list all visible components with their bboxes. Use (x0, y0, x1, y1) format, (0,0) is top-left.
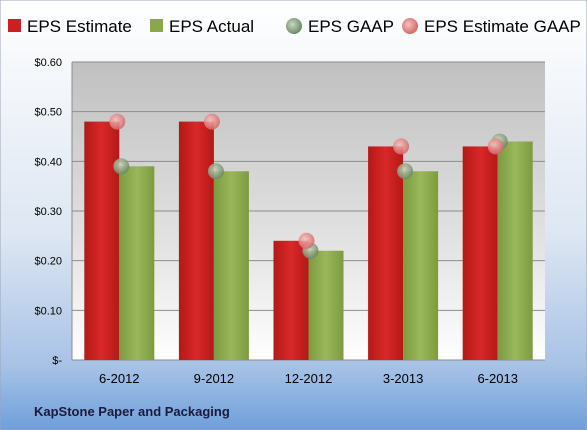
y-tick-label: $0.60 (34, 57, 62, 69)
markers (109, 113, 508, 259)
bar-eps-estimate (84, 121, 120, 360)
marker-eps-estimate-gaap (393, 138, 410, 155)
y-tick-label: $0.40 (34, 156, 62, 168)
bar-eps-actual (213, 171, 249, 360)
y-axis-ticks: $- $0.10 $0.20 $0.30 $0.40 $0.50 $0.60 (34, 57, 62, 367)
legend-label: EPS GAAP (308, 17, 394, 36)
legend-swatch (8, 19, 21, 32)
bar-eps-actual (497, 141, 533, 360)
legend-label: EPS Actual (169, 17, 254, 36)
x-tick-label: 6-2012 (99, 371, 139, 386)
y-tick-label: $0.10 (34, 305, 62, 317)
bar-eps-actual (403, 171, 439, 360)
bar-eps-estimate (273, 240, 309, 360)
marker-eps-estimate-gaap (109, 113, 126, 130)
y-tick-label: $0.30 (34, 206, 62, 218)
y-tick-label: $0.20 (34, 256, 62, 268)
legend-swatch (150, 19, 163, 32)
legend-label: EPS Estimate (27, 17, 132, 36)
y-tick-label: $0.50 (34, 107, 62, 119)
marker-eps-estimate-gaap (298, 232, 315, 249)
marker-eps-gaap (397, 163, 414, 180)
bar-eps-estimate (368, 146, 404, 360)
legend-label: EPS Estimate GAAP (424, 17, 581, 36)
marker-eps-estimate-gaap (487, 138, 504, 155)
x-tick-label: 3-2013 (383, 371, 423, 386)
bar-eps-estimate (462, 146, 498, 360)
bar-eps-actual (308, 250, 344, 360)
marker-eps-gaap (207, 163, 224, 180)
x-tick-label: 6-2013 (477, 371, 517, 386)
bar-eps-actual (119, 166, 155, 360)
marker-eps-estimate-gaap (203, 113, 220, 130)
x-tick-label: 12-2012 (285, 371, 333, 386)
x-tick-label: 9-2012 (194, 371, 234, 386)
x-axis-ticks: 6-2012 9-2012 12-2012 3-2013 6-2013 (99, 371, 518, 386)
bar-eps-estimate (178, 121, 214, 360)
legend-swatch (286, 18, 302, 34)
bars (84, 121, 533, 360)
legend-swatch (402, 18, 418, 34)
marker-eps-gaap (113, 158, 130, 175)
y-tick-label: $- (52, 355, 62, 367)
legend: EPS Estimate EPS Actual EPS GAAP EPS Estima… (8, 17, 581, 36)
company-name: KapStone Paper and Packaging (34, 404, 230, 419)
